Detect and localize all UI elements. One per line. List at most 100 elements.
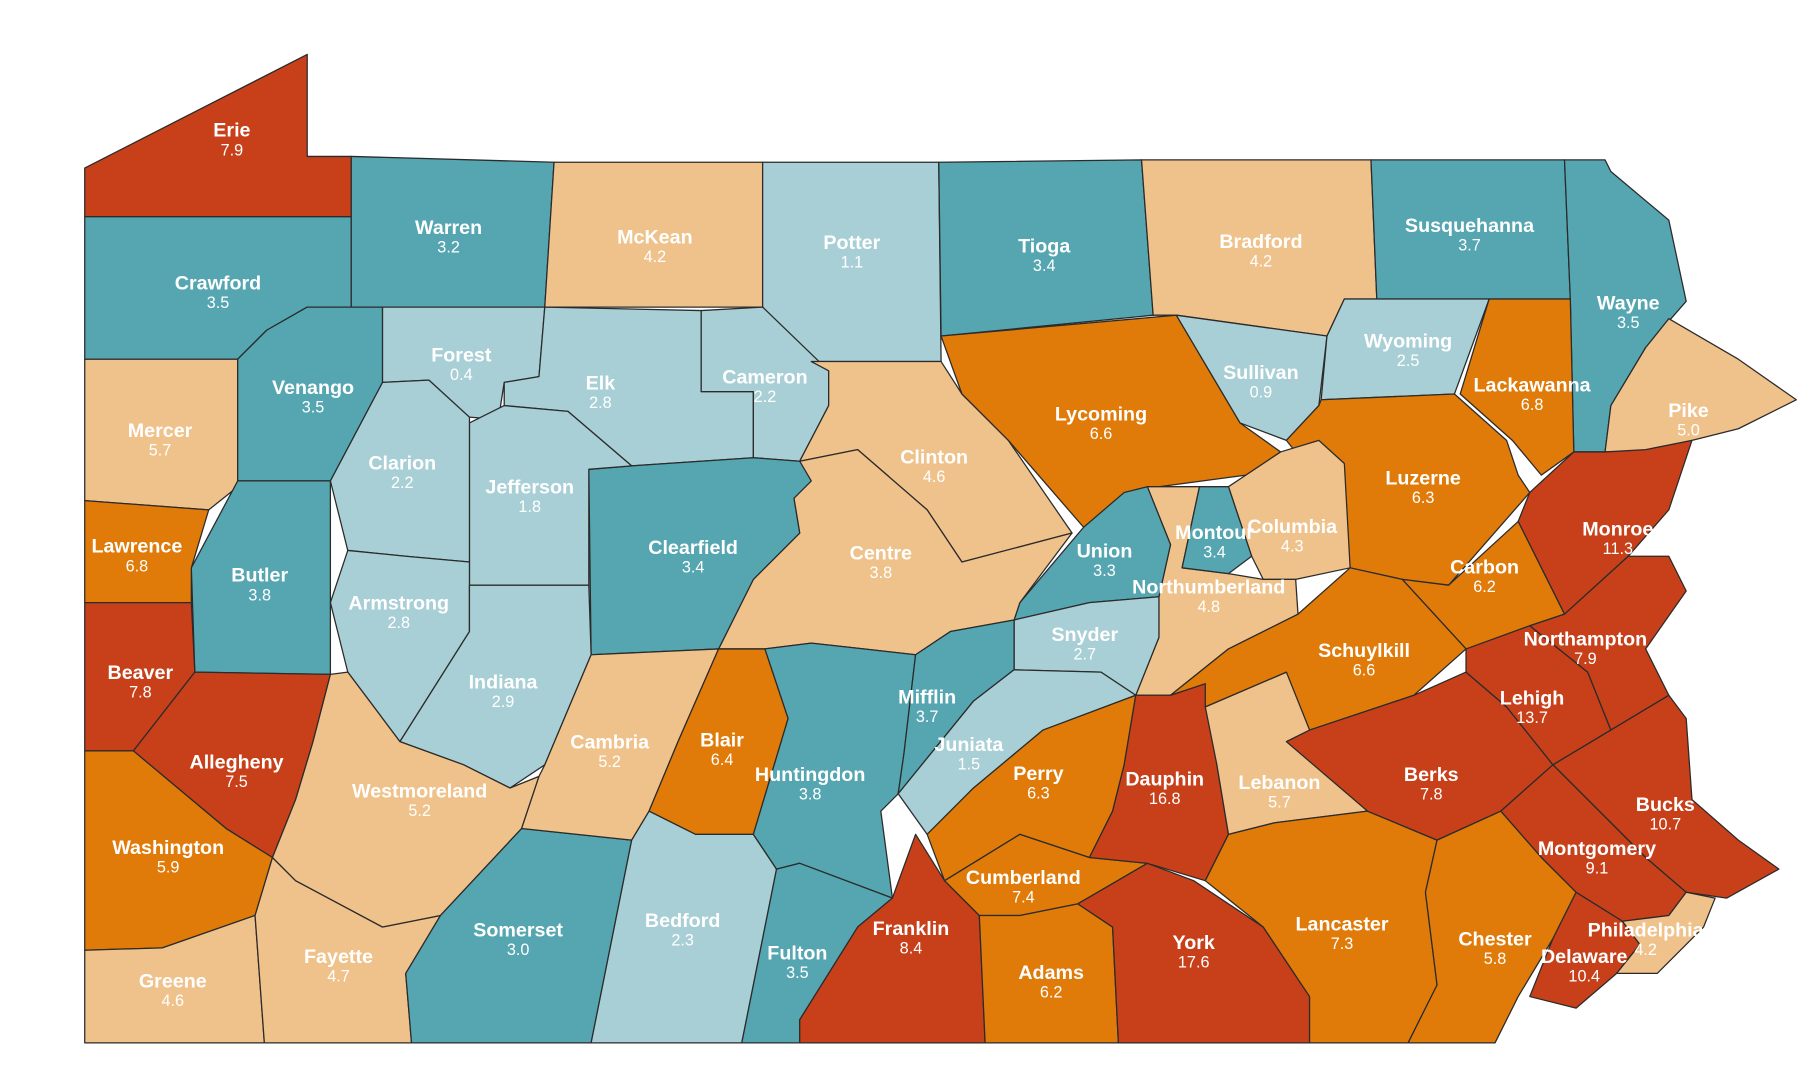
county-value: 5.8 xyxy=(1484,950,1507,968)
county-name: Susquehanna xyxy=(1405,215,1535,237)
county-value: 6.3 xyxy=(1412,489,1435,507)
county-value: 4.8 xyxy=(1197,598,1220,616)
county-value: 16.8 xyxy=(1149,790,1181,808)
county-name: Butler xyxy=(231,565,288,587)
county-name: Allegheny xyxy=(189,751,283,773)
county-shape xyxy=(271,671,540,928)
county-name: Potter xyxy=(823,232,880,254)
county-value: 2.5 xyxy=(1397,352,1420,370)
county-value: 1.1 xyxy=(841,254,864,272)
county-name: Mercer xyxy=(128,420,193,442)
county-value: 3.4 xyxy=(1203,543,1226,561)
county-name: Armstrong xyxy=(348,593,449,615)
county-name: Montgomery xyxy=(1538,838,1656,860)
county-name: Clinton xyxy=(900,447,968,469)
county-value: 7.8 xyxy=(1420,786,1443,804)
county-value: 2.2 xyxy=(391,474,414,492)
county-name: Fayette xyxy=(304,946,373,968)
county-name: Elk xyxy=(586,372,616,394)
county-value: 3.0 xyxy=(507,941,530,959)
county-name: Bucks xyxy=(1636,794,1695,816)
county-value: 7.9 xyxy=(221,141,244,159)
county-value: 6.8 xyxy=(126,557,149,575)
county-name: Columbia xyxy=(1247,516,1338,538)
county-name: Chester xyxy=(1458,929,1532,951)
county-value: 5.7 xyxy=(1268,794,1291,812)
county-value: 1.5 xyxy=(958,755,981,773)
county-value: 5.0 xyxy=(1677,422,1700,440)
county-value: 0.9 xyxy=(1250,383,1273,401)
county-value: 0.4 xyxy=(450,366,473,384)
county-name: Lancaster xyxy=(1296,914,1389,936)
county-value: 2.3 xyxy=(671,932,694,950)
county-value: 3.8 xyxy=(248,586,271,604)
county-value: 3.3 xyxy=(1093,562,1116,580)
county-value: 3.5 xyxy=(207,294,230,312)
county-name: Schuylkill xyxy=(1318,640,1410,662)
county-name: Juniata xyxy=(934,734,1004,756)
county-name: Lycoming xyxy=(1055,404,1147,426)
county-value: 7.8 xyxy=(129,684,152,702)
county-name: Crawford xyxy=(175,273,261,295)
county-name: Bedford xyxy=(645,910,720,932)
county-value: 3.4 xyxy=(682,558,705,576)
county-value: 5.2 xyxy=(598,753,621,771)
county-name: Huntingdon xyxy=(755,764,865,786)
county-value: 7.9 xyxy=(1574,650,1597,668)
county-value: 17.6 xyxy=(1178,954,1210,972)
county-name: Northumberland xyxy=(1132,576,1285,598)
county-name: Somerset xyxy=(473,919,563,941)
county-value: 6.6 xyxy=(1353,662,1376,680)
county-shape xyxy=(752,642,917,899)
county-name: Sullivan xyxy=(1223,362,1299,384)
county-name: Lawrence xyxy=(91,536,182,558)
county-value: 7.4 xyxy=(1012,889,1035,907)
county-name: Union xyxy=(1077,540,1133,562)
county-value: 2.2 xyxy=(754,388,777,406)
county-name: Blair xyxy=(700,729,744,751)
county-name: Montour xyxy=(1175,522,1254,544)
county-value: 11.3 xyxy=(1603,540,1633,558)
county-name: Fulton xyxy=(767,942,827,964)
county-shape xyxy=(1459,298,1575,476)
county-value: 6.2 xyxy=(1040,984,1063,1002)
county-value: 4.6 xyxy=(162,992,185,1010)
county-shape xyxy=(1616,891,1716,975)
county-value: 3.8 xyxy=(870,564,893,582)
county-name: Beaver xyxy=(108,662,174,684)
county-name: Tioga xyxy=(1018,236,1071,258)
county-value: 13.7 xyxy=(1516,709,1548,727)
county-name: Indiana xyxy=(469,671,539,693)
county-name: York xyxy=(1173,932,1215,954)
county-value: 7.3 xyxy=(1331,935,1354,953)
county-name: Adams xyxy=(1018,962,1084,984)
county-name: Northampton xyxy=(1524,628,1648,650)
county-value: 6.2 xyxy=(1473,578,1496,596)
county-value: 4.6 xyxy=(923,468,946,486)
county-value: 6.8 xyxy=(1521,396,1544,414)
county-name: McKean xyxy=(617,226,692,248)
county-name: Lehigh xyxy=(1500,688,1565,710)
county-value: 4.2 xyxy=(1634,941,1657,959)
county-name: Perry xyxy=(1013,763,1063,785)
county-shape xyxy=(84,499,210,604)
county-value: 3.5 xyxy=(786,964,809,982)
county-name: Bradford xyxy=(1219,231,1302,253)
county-name: Lebanon xyxy=(1238,772,1320,794)
county-value: 2.7 xyxy=(1073,645,1096,663)
county-value: 3.8 xyxy=(799,786,822,804)
county-value: 7.5 xyxy=(225,773,248,791)
county-value: 10.7 xyxy=(1650,816,1682,834)
county-value: 6.4 xyxy=(711,751,734,769)
county-value: 2.8 xyxy=(589,394,612,412)
county-name: Cambria xyxy=(570,732,650,754)
county-shape xyxy=(1181,486,1253,575)
county-value: 8.4 xyxy=(900,940,923,958)
county-value: 4.7 xyxy=(327,968,350,986)
county-shape xyxy=(1529,555,1687,731)
county-value: 3.2 xyxy=(437,239,460,257)
county-name: Jefferson xyxy=(485,477,574,499)
county-name: Warren xyxy=(415,217,482,239)
